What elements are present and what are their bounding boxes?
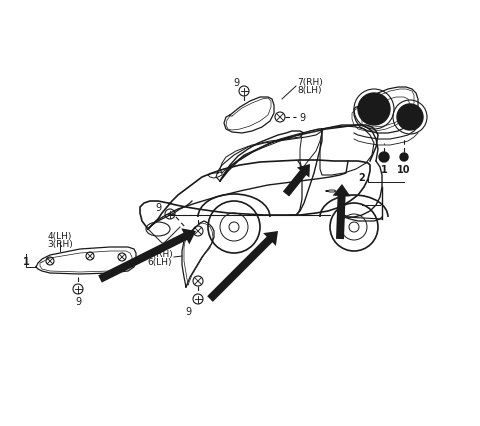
Circle shape bbox=[400, 154, 408, 161]
Circle shape bbox=[397, 105, 423, 131]
Circle shape bbox=[358, 94, 390, 126]
Text: 9: 9 bbox=[299, 113, 305, 123]
Text: 1: 1 bbox=[23, 256, 29, 266]
Text: 6(LH): 6(LH) bbox=[148, 258, 172, 267]
Polygon shape bbox=[333, 184, 350, 239]
Text: 9: 9 bbox=[233, 78, 239, 88]
Text: 8(LH): 8(LH) bbox=[298, 86, 322, 95]
Text: 10: 10 bbox=[397, 164, 411, 175]
Text: 2: 2 bbox=[359, 173, 365, 183]
Text: 7(RH): 7(RH) bbox=[297, 77, 323, 86]
Text: 9: 9 bbox=[185, 306, 191, 316]
Text: 3(RH): 3(RH) bbox=[47, 240, 73, 249]
Polygon shape bbox=[283, 164, 310, 197]
Text: 9: 9 bbox=[75, 296, 81, 306]
Polygon shape bbox=[207, 231, 278, 302]
Text: 1: 1 bbox=[381, 164, 387, 175]
Text: 5(RH): 5(RH) bbox=[147, 249, 173, 258]
Polygon shape bbox=[98, 229, 196, 283]
Text: 9: 9 bbox=[155, 202, 161, 213]
Circle shape bbox=[379, 153, 389, 163]
Text: 4(LH): 4(LH) bbox=[48, 232, 72, 241]
